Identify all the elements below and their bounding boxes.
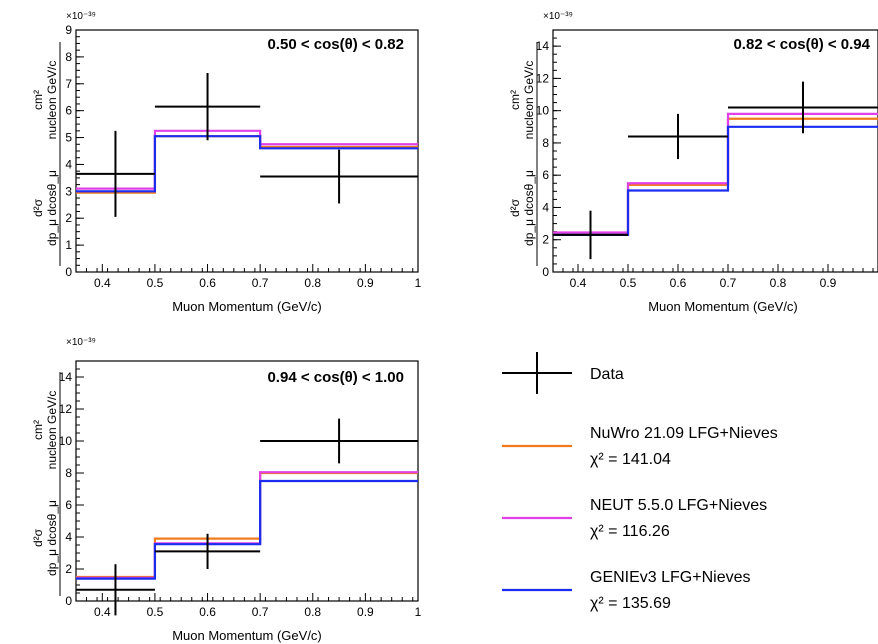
histogram-geniev3 xyxy=(553,125,878,236)
y-tick-label: 1 xyxy=(65,238,72,252)
y-label-numerator: cm² xyxy=(31,90,45,110)
panel-cos-082-094: ×10⁻³⁹ 0.82 < cos(θ) < 0.94 Muon Momentu… xyxy=(508,11,878,314)
x-tick-label: 0.5 xyxy=(147,276,164,290)
y-tick-label: 8 xyxy=(65,466,72,480)
x-axis-label: Muon Momentum (GeV/c) xyxy=(172,628,322,643)
legend-item-neut: NEUT 5.5.0 LFG+Nieves χ² = 116.26 xyxy=(502,497,767,540)
y-tick-label: 8 xyxy=(542,136,549,150)
x-tick-label: 0.9 xyxy=(820,276,837,290)
x-tick-label: 0.4 xyxy=(570,276,587,290)
x-axis-label: Muon Momentum (GeV/c) xyxy=(172,299,322,314)
x-tick-label: 0.8 xyxy=(304,605,321,619)
x-tick-label: 1 xyxy=(415,276,422,290)
x-tick-label: 0.6 xyxy=(199,276,216,290)
y-tick-label: 6 xyxy=(542,168,549,182)
y-scale-label: ×10⁻³⁹ xyxy=(66,11,96,22)
panel-cos-050-082: ×10⁻³⁹ 0.50 < cos(θ) < 0.82 Muon Momentu… xyxy=(31,11,422,314)
y-tick-label: 8 xyxy=(65,50,72,64)
x-tick-label: 0.6 xyxy=(670,276,687,290)
y-tick-label: 10 xyxy=(536,104,550,118)
y-scale-label: ×10⁻³⁹ xyxy=(66,337,96,348)
legend-label: NEUT 5.5.0 LFG+Nieves xyxy=(590,497,767,514)
x-tick-label: 0.5 xyxy=(147,605,164,619)
x-tick-label: 0.8 xyxy=(304,276,321,290)
x-tick-label: 1 xyxy=(415,605,422,619)
x-tick-label: 0.4 xyxy=(94,276,111,290)
y-tick-label: 6 xyxy=(65,498,72,512)
legend-item-data: Data xyxy=(502,352,624,394)
y-tick-label: 14 xyxy=(536,39,550,53)
x-tick-label: 0.6 xyxy=(199,605,216,619)
panel-range-label: 0.50 < cos(θ) < 0.82 xyxy=(267,36,404,53)
histogram-neut xyxy=(76,129,418,190)
x-tick-label: 0.8 xyxy=(770,276,787,290)
y-tick-label: 0 xyxy=(65,265,72,279)
histogram-neut xyxy=(553,112,878,234)
legend-item-genie: GENIEv3 LFG+Nieves χ² = 135.69 xyxy=(502,569,751,612)
y-tick-label: 12 xyxy=(59,402,73,416)
histogram-nuwro xyxy=(76,471,418,579)
y-tick-label: 0 xyxy=(65,594,72,608)
x-tick-label: 0.5 xyxy=(620,276,637,290)
panel-range-label: 0.82 < cos(θ) < 0.94 xyxy=(733,36,870,53)
y-label-numerator-unit: nucleon GeV/c xyxy=(45,61,59,140)
y-tick-label: 2 xyxy=(65,562,72,576)
y-tick-label: 4 xyxy=(65,530,72,544)
histogram-neut xyxy=(76,471,418,579)
x-tick-label: 0.9 xyxy=(357,276,374,290)
y-label-denominator-unit: dp_μ dcosθ_μ xyxy=(522,170,536,246)
legend-label: NuWro 21.09 LFG+Nieves xyxy=(590,425,778,442)
y-label-denominator-unit: dp_μ dcosθ_μ xyxy=(45,170,59,246)
y-tick-label: 12 xyxy=(536,71,550,85)
y-label-denominator: d²σ xyxy=(508,198,522,217)
panel-range-label: 0.94 < cos(θ) < 1.00 xyxy=(267,369,404,386)
y-tick-label: 14 xyxy=(59,370,73,384)
legend-item-nuwro: NuWro 21.09 LFG+Nieves χ² = 141.04 xyxy=(502,425,778,468)
panel-cos-094-100: ×10⁻³⁹ 0.94 < cos(θ) < 1.00 Muon Momentu… xyxy=(31,337,422,643)
plot-frame xyxy=(75,29,419,273)
legend-label: GENIEv3 LFG+Nieves xyxy=(590,569,751,586)
x-tick-label: 0.4 xyxy=(94,605,111,619)
y-label-denominator: d²σ xyxy=(31,528,45,547)
y-tick-label: 0 xyxy=(542,265,549,279)
y-tick-label: 3 xyxy=(65,184,72,198)
y-tick-label: 2 xyxy=(542,233,549,247)
y-label-numerator-unit: nucleon GeV/c xyxy=(45,391,59,470)
y-tick-label: 6 xyxy=(65,104,72,118)
legend-chi2: χ² = 141.04 xyxy=(590,451,671,468)
y-label-numerator-unit: nucleon GeV/c xyxy=(522,61,536,140)
y-label-denominator-unit: dp_μ dcosθ_μ xyxy=(45,500,59,576)
y-tick-label: 2 xyxy=(65,211,72,225)
x-tick-label: 0.7 xyxy=(252,276,269,290)
y-label-denominator: d²σ xyxy=(31,198,45,217)
legend-label: Data xyxy=(590,366,624,383)
y-tick-label: 4 xyxy=(542,200,549,214)
y-label-numerator: cm² xyxy=(31,420,45,440)
y-tick-label: 5 xyxy=(65,131,72,145)
legend: Data NuWro 21.09 LFG+Nieves χ² = 141.04 … xyxy=(502,352,778,612)
y-scale-label: ×10⁻³⁹ xyxy=(543,11,573,22)
x-tick-label: 0.7 xyxy=(252,605,269,619)
y-tick-label: 7 xyxy=(65,77,72,91)
y-axis-label: cm² nucleon GeV/c d²σ dp_μ dcosθ_μ xyxy=(31,42,61,266)
y-tick-label: 10 xyxy=(59,434,73,448)
y-label-numerator: cm² xyxy=(508,90,522,110)
x-tick-label: 0.7 xyxy=(720,276,737,290)
x-tick-label: 0.9 xyxy=(357,605,374,619)
y-axis-label: cm² nucleon GeV/c d²σ dp_μ dcosθ_μ xyxy=(31,372,61,596)
y-axis-label: cm² nucleon GeV/c d²σ dp_μ dcosθ_μ xyxy=(508,42,538,266)
x-axis-label: Muon Momentum (GeV/c) xyxy=(648,299,798,314)
histogram-geniev3 xyxy=(76,479,418,580)
legend-chi2: χ² = 116.26 xyxy=(590,523,670,540)
y-tick-label: 9 xyxy=(65,23,72,37)
legend-chi2: χ² = 135.69 xyxy=(590,595,671,612)
y-tick-label: 4 xyxy=(65,157,72,171)
